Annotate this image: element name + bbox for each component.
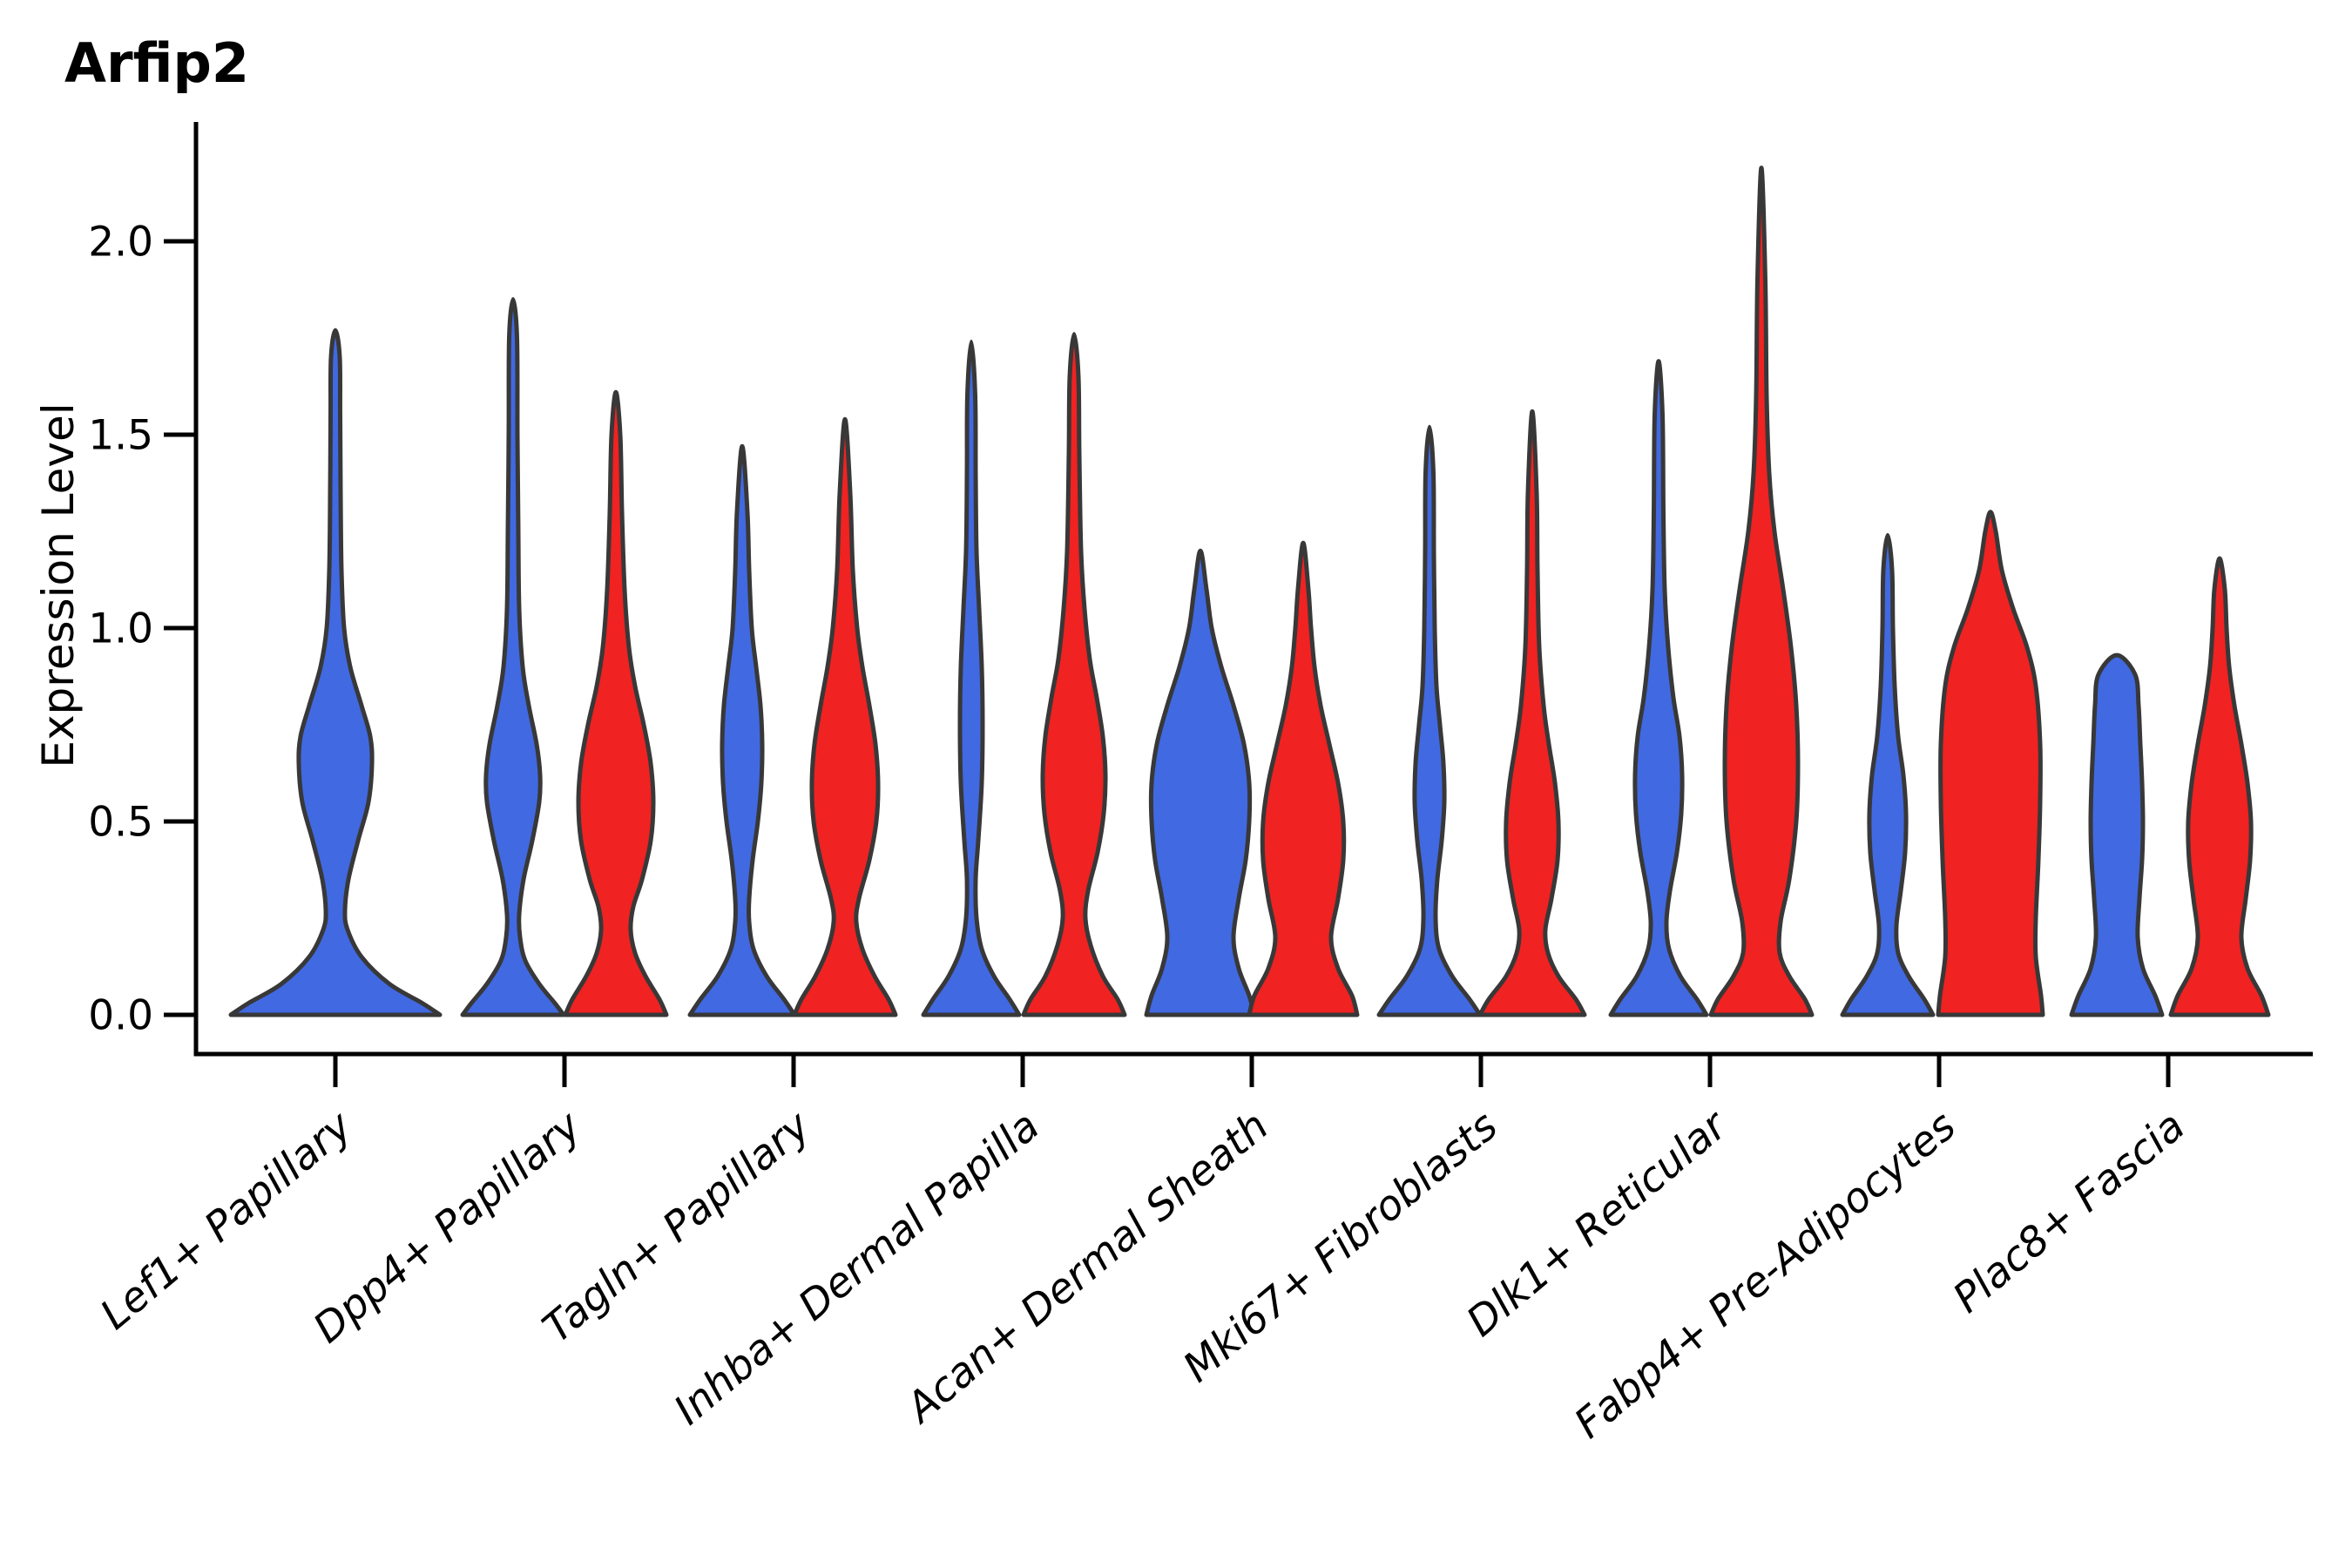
violin-blue-cat3: [921, 339, 1022, 1017]
violin-red-cat3: [1021, 332, 1127, 1017]
violin-blue-cat4: [1144, 548, 1257, 1017]
x-tick-label: Plac8+ Fascia: [1944, 1102, 2194, 1322]
violin-blue-cat1: [460, 297, 566, 1017]
violin-blue-cat7: [1840, 532, 1936, 1017]
x-tick-label: Inhba+ Dermal Papilla: [666, 1102, 1049, 1435]
violin-blue-cat8: [2069, 652, 2165, 1017]
x-tick-label: Fabp4+ Pre-Adipocytes: [1565, 1102, 1965, 1448]
y-tick-label: 0.5: [88, 798, 153, 846]
plot-title: Arfip2: [64, 31, 250, 95]
y-tick-label: 1.0: [88, 605, 153, 652]
violin-red-cat4: [1247, 540, 1360, 1017]
plot-title-row: Arfip2: [0, 31, 2352, 95]
y-tick-label: 2.0: [88, 218, 153, 266]
violin-red-cat6: [1708, 166, 1815, 1017]
violin-blue-cat6: [1608, 359, 1709, 1017]
violin-red-cat7: [1936, 510, 2045, 1017]
y-axis-label: Expression Level: [33, 402, 84, 768]
violin-blue-cat2: [687, 443, 797, 1017]
y-tick-label: 0.0: [88, 991, 153, 1039]
x-tick-label: Acan+ Dermal Sheath: [896, 1102, 1278, 1434]
violin-red-cat1: [563, 389, 669, 1017]
violin-red-cat8: [2168, 556, 2271, 1017]
violin-blue-cat5: [1376, 424, 1483, 1017]
violin-red-cat5: [1477, 409, 1587, 1017]
violin-blue-cat0: [228, 328, 443, 1017]
violin-red-cat2: [792, 416, 898, 1017]
y-tick-label: 1.5: [88, 411, 153, 459]
